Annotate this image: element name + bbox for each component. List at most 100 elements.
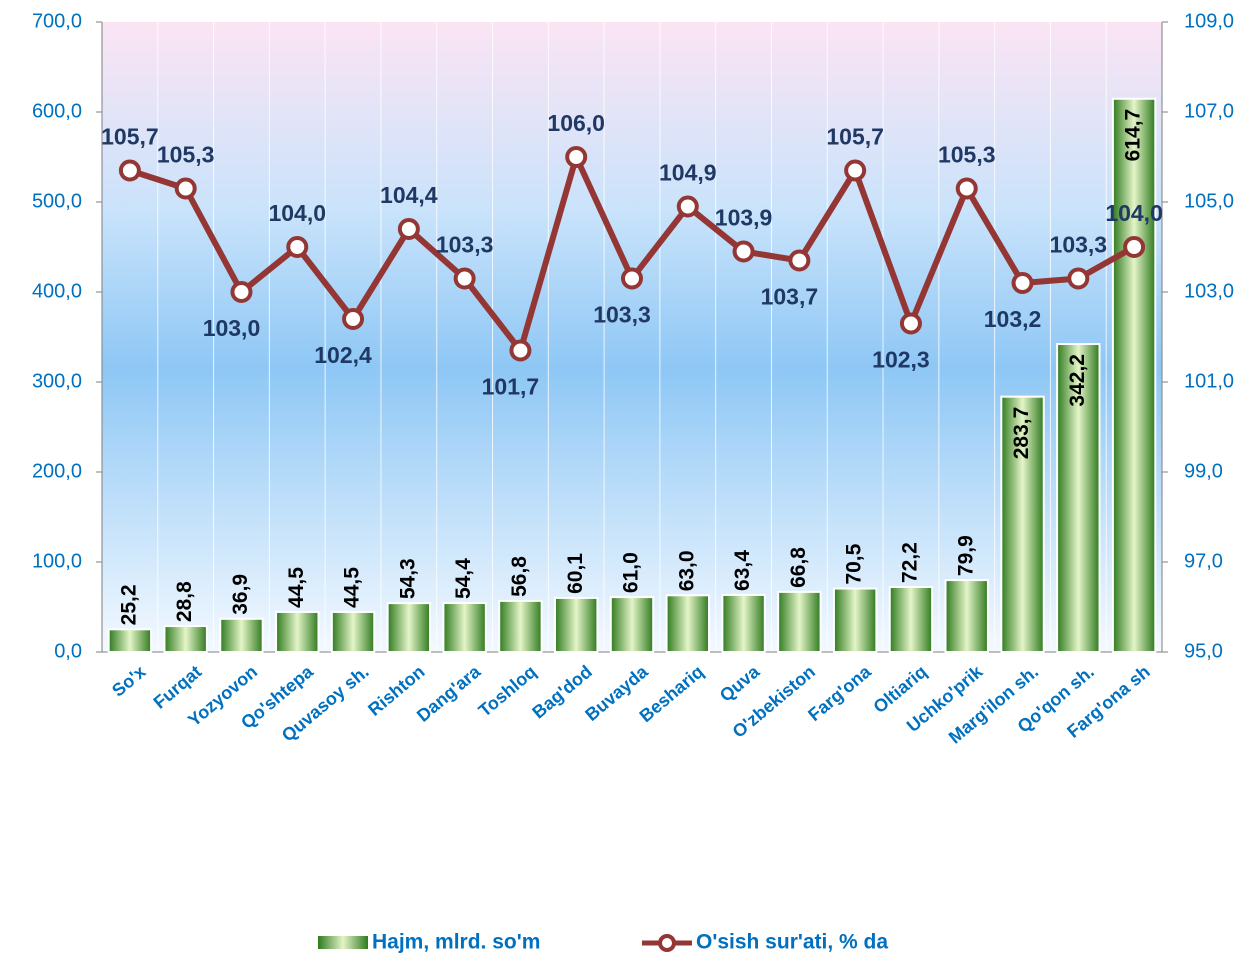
line-label: 103,2	[984, 306, 1042, 332]
line-label: 102,4	[314, 342, 372, 368]
y-tick-label: 100,0	[32, 550, 82, 572]
bar-label: 54,3	[396, 558, 419, 599]
line-label: 106,0	[547, 110, 605, 136]
line-label: 104,9	[659, 160, 717, 186]
legend-swatch	[658, 934, 676, 952]
line-marker	[397, 218, 420, 240]
line-marker	[1011, 272, 1034, 294]
bar	[330, 610, 376, 654]
y-tick-label: 0,0	[54, 640, 82, 662]
bar	[275, 610, 320, 654]
bar-label: 79,9	[954, 535, 977, 576]
bar-label: 56,8	[508, 556, 531, 597]
bar-label: 36,9	[229, 574, 252, 615]
bar	[554, 596, 599, 653]
bar	[1111, 97, 1157, 653]
bar	[498, 599, 543, 654]
plot-area	[102, 22, 1162, 652]
bar	[163, 625, 208, 654]
line-label: 103,3	[593, 302, 651, 328]
y-tick-label: 700,0	[32, 10, 82, 32]
line-label: 103,7	[761, 284, 819, 310]
bar-label: 614,7	[1122, 109, 1145, 162]
y-tick-label: 200,0	[32, 460, 82, 482]
bar-label: 28,8	[173, 581, 196, 622]
bar	[888, 586, 934, 654]
line-label: 103,9	[715, 205, 773, 231]
bar	[219, 617, 264, 653]
x-tick-label: So'x	[108, 661, 149, 700]
bar	[386, 602, 432, 654]
line-label: 105,3	[938, 142, 996, 168]
line-marker	[621, 267, 643, 290]
y2-tick-label: 107,0	[1184, 100, 1234, 122]
y2-tick-label: 97,0	[1184, 550, 1223, 572]
y-tick-label: 400,0	[32, 280, 82, 302]
bar	[721, 593, 766, 654]
line-label: 105,7	[101, 124, 159, 150]
line-label: 105,3	[157, 142, 215, 168]
line-marker	[453, 267, 476, 290]
bar-label: 66,8	[787, 547, 810, 588]
x-tick-label: Quva	[716, 661, 764, 706]
bar-label: 342,2	[1066, 354, 1089, 407]
line-marker	[509, 339, 532, 362]
y2-tick-label: 103,0	[1184, 280, 1234, 302]
bar-label: 44,5	[341, 567, 364, 608]
line-marker	[1067, 267, 1090, 290]
y2-tick-label: 95,0	[1184, 640, 1223, 662]
line-marker	[342, 308, 365, 330]
bar	[944, 579, 989, 654]
line-marker	[676, 195, 699, 218]
line-label: 104,0	[1105, 200, 1163, 226]
y-tick-label: 500,0	[32, 190, 82, 212]
line-marker	[955, 177, 978, 200]
bar-label: 61,0	[620, 552, 643, 593]
x-tick-label: Dang'ara	[413, 661, 485, 726]
legend-swatch	[318, 936, 368, 949]
y-tick-label: 600,0	[32, 100, 82, 122]
bar-label: 54,4	[452, 558, 475, 599]
line-label: 103,3	[1050, 232, 1108, 258]
bar	[777, 590, 822, 654]
line-marker	[174, 177, 197, 200]
line-label: 103,3	[436, 232, 494, 258]
bar	[1056, 343, 1101, 653]
line-marker	[286, 236, 309, 258]
bar-label: 25,2	[117, 584, 140, 625]
line-marker	[844, 159, 867, 182]
x-tick-label: Toshloq	[475, 661, 540, 720]
bar	[609, 596, 655, 653]
line-marker	[118, 159, 141, 182]
legend-label: O'sish sur'ati, % da	[696, 931, 888, 954]
line-label: 104,4	[380, 182, 438, 208]
line-label: 105,7	[826, 124, 884, 150]
y2-tick-label: 109,0	[1184, 10, 1234, 32]
bar-label: 63,0	[675, 550, 698, 591]
bar-label: 63,4	[731, 550, 754, 591]
legend-label: Hajm, mlrd. so'm	[372, 931, 540, 954]
bar	[442, 602, 487, 653]
line-label: 103,0	[203, 315, 261, 341]
line-marker	[788, 249, 811, 272]
line-marker	[899, 312, 922, 335]
bar-label: 283,7	[1010, 407, 1033, 460]
bar	[1000, 395, 1045, 654]
bar	[665, 594, 710, 653]
bar	[107, 628, 153, 654]
bar	[832, 587, 878, 653]
line-marker	[230, 281, 253, 303]
y2-tick-label: 105,0	[1184, 190, 1234, 212]
x-tick-label: Farg'ona	[804, 661, 875, 725]
bar-label: 60,1	[564, 553, 587, 594]
y2-tick-label: 99,0	[1184, 460, 1223, 482]
bar-label: 72,2	[898, 542, 921, 583]
line-label: 104,0	[268, 200, 326, 226]
y2-tick-label: 101,0	[1184, 370, 1234, 392]
bar-label: 44,5	[285, 567, 308, 608]
line-label: 101,7	[482, 374, 540, 400]
bar-label: 70,5	[843, 543, 866, 584]
y-tick-label: 300,0	[32, 370, 82, 392]
line-marker	[732, 240, 755, 263]
